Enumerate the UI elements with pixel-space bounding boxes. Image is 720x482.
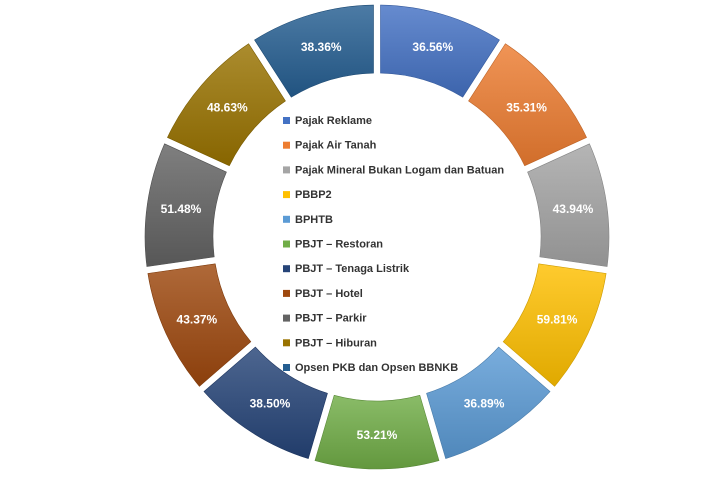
legend-swatch-0	[283, 117, 290, 124]
legend-label-1: Pajak Air Tanah	[295, 140, 377, 152]
legend-swatch-7	[283, 289, 290, 297]
doughnut-segment-1	[468, 43, 587, 167]
doughnut-segment-6	[203, 346, 328, 459]
legend-swatch-8	[283, 314, 290, 322]
doughnut-segment-2	[527, 143, 610, 267]
legend: Pajak Reklame Pajak Air Tanah Pajak Minera…	[283, 115, 504, 374]
legend-swatch-9	[283, 339, 290, 347]
legend-swatch-3	[283, 191, 290, 199]
data-label-0: 36.56%	[412, 40, 453, 54]
legend-label-5: PBJT – Restoran	[295, 239, 383, 251]
legend-swatch-2	[283, 166, 290, 174]
segments-group	[144, 4, 610, 470]
doughnut-segment-4	[426, 346, 551, 459]
doughnut-segment-5	[314, 394, 440, 470]
data-label-1: 35.31%	[506, 100, 547, 114]
data-label-6: 38.50%	[250, 397, 291, 411]
data-label-5: 53.21%	[357, 428, 398, 442]
legend-swatch-10	[283, 364, 290, 371]
doughnut-segment-10	[254, 4, 374, 98]
data-labels-group: 36.56% 35.31% 43.94% 59.81% 36.89% 53.21% 38.5…	[161, 40, 594, 442]
legend-label-6: PBJT – Tenaga Listrik	[295, 263, 410, 275]
legend-label-8: PBJT – Parkir	[295, 313, 367, 325]
legend-label-9: PBJT – Hiburan	[295, 337, 377, 349]
doughnut-segment-3	[502, 263, 607, 387]
doughnut-segment-7	[147, 263, 252, 387]
legend-swatch-6	[283, 265, 290, 273]
data-label-2: 43.94%	[553, 202, 594, 216]
data-label-9: 48.63%	[207, 100, 248, 114]
legend-label-10: Opsen PKB dan Opsen BBNKB	[295, 362, 458, 374]
data-label-3: 59.81%	[537, 312, 578, 326]
doughnut-segment-9	[167, 43, 286, 167]
data-label-7: 43.37%	[177, 312, 218, 326]
doughnut-segment-0	[380, 4, 500, 98]
legend-label-2: Pajak Mineral Bukan Logam dan Batuan	[295, 164, 504, 176]
legend-swatch-1	[283, 141, 290, 149]
legend-swatch-4	[283, 215, 290, 223]
legend-label-3: PBBP2	[295, 189, 332, 201]
legend-label-4: BPHTB	[295, 214, 333, 226]
legend-label-0: Pajak Reklame	[295, 115, 372, 127]
data-label-4: 36.89%	[464, 397, 505, 411]
data-label-10: 38.36%	[301, 40, 342, 54]
legend-label-7: PBJT – Hotel	[295, 288, 363, 300]
doughnut-segment-8	[144, 143, 227, 267]
data-label-8: 51.48%	[161, 202, 202, 216]
legend-swatch-5	[283, 240, 290, 248]
